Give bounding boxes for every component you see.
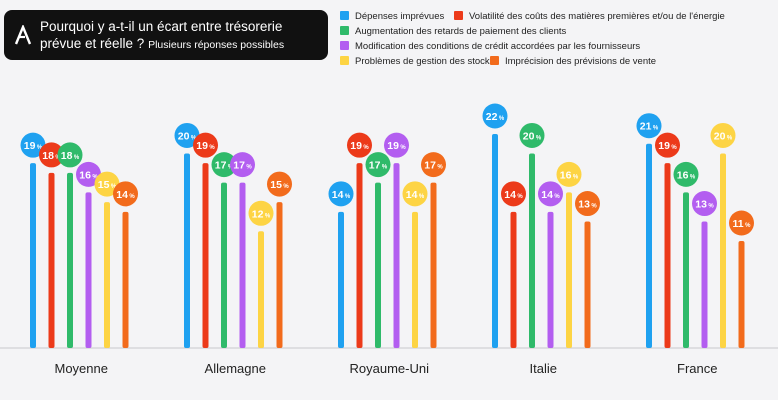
chart-title: Pourquoi y a-t-il un écart entre trésore… [40, 18, 322, 54]
bar [701, 221, 708, 348]
bar [412, 211, 418, 348]
value-bubble [248, 200, 274, 226]
value-bubble [402, 181, 428, 207]
legend-label: Modification des conditions de crédit ac… [355, 41, 641, 52]
value-bubble [519, 122, 545, 148]
value-bubble [20, 132, 46, 158]
category-label: Italie [530, 361, 557, 376]
title-main: Pourquoi y a-t-il un écart entre trésore… [40, 19, 283, 51]
legend-item: Imprécision des prévisions de vente [490, 55, 656, 68]
value-bubble [538, 181, 563, 207]
bar [529, 153, 535, 348]
value-bubble [76, 161, 101, 187]
value-bubble [501, 181, 526, 207]
value-bubble [575, 191, 600, 217]
legend-item: Augmentation des retards de paiement des… [340, 25, 566, 38]
value-bubble [211, 152, 237, 178]
legend-label: Problèmes de gestion des stocks [355, 56, 495, 67]
value-bubble [267, 171, 292, 197]
bar [430, 182, 437, 348]
value-bubble [328, 181, 354, 207]
value-bubble [384, 132, 409, 158]
category-label: France [677, 361, 717, 376]
value-bubble [174, 122, 200, 148]
value-bubble [636, 113, 662, 139]
bar [276, 202, 283, 348]
category-labels: Moyenne Allemagne Royaume-Uni Italie France [55, 361, 718, 376]
bar [258, 231, 264, 348]
bar [646, 143, 652, 348]
bar [356, 163, 363, 348]
title-subtitle: Plusieurs réponses possibles [148, 39, 285, 51]
value-bubble [57, 142, 83, 168]
legend-swatch [340, 26, 349, 35]
bar [85, 192, 92, 348]
bar [338, 211, 344, 348]
legend-item: Problèmes de gestion des stocks [340, 55, 494, 68]
value-bubble [556, 161, 582, 187]
legend-swatch [490, 56, 499, 65]
value-bubble [655, 132, 680, 158]
legend-item: Volatilité des coûts des matières premiè… [454, 10, 725, 23]
legend-swatch [454, 11, 463, 20]
bar [510, 211, 517, 348]
value-bubble [347, 132, 372, 158]
category-label: Royaume-Uni [350, 361, 430, 376]
value-bubble [39, 142, 64, 168]
bar [221, 182, 227, 348]
legend-item: Modification des conditions de crédit ac… [340, 40, 640, 53]
category-label: Allemagne [205, 361, 266, 376]
value-bubble [193, 132, 218, 158]
bar [375, 182, 381, 348]
bar [30, 163, 36, 348]
bar [492, 134, 498, 348]
logo-icon [14, 25, 32, 45]
bar [664, 163, 671, 348]
legend-swatch [340, 11, 349, 20]
bar [184, 153, 190, 348]
legend-label: Imprécision des prévisions de vente [505, 56, 657, 67]
title-box: Pourquoi y a-t-il un écart entre trésore… [4, 10, 328, 60]
legend-swatch [340, 41, 349, 50]
value-bubble [113, 181, 138, 207]
legend: Dépenses imprévues Volatilité des coûts d… [340, 10, 776, 70]
bar [239, 182, 246, 348]
legend-label: Volatilité des coûts des matières premiè… [469, 11, 725, 22]
value-bubble [692, 191, 717, 217]
value-bubble [365, 152, 391, 178]
legend-item: Dépenses imprévues [340, 10, 444, 23]
legend-swatch [340, 56, 349, 65]
bar [393, 163, 400, 348]
bar [738, 241, 745, 348]
bar [683, 192, 689, 348]
bar [584, 221, 591, 348]
bars-group: 19%18%18%16%15%14%20%19%17%17%12%15%14%1… [20, 103, 754, 348]
bar [720, 153, 726, 348]
bar [566, 192, 572, 348]
bar [547, 211, 554, 348]
bar [104, 202, 110, 348]
legend-label: Augmentation des retards de paiement des… [355, 26, 567, 37]
value-bubble [729, 210, 754, 236]
value-bubble [230, 152, 255, 178]
bar [48, 172, 55, 348]
bar [122, 211, 129, 348]
category-label: Moyenne [55, 361, 108, 376]
value-bubble [94, 171, 120, 197]
value-bubble [673, 161, 699, 187]
legend-label: Dépenses imprévues [355, 11, 445, 22]
bar [67, 172, 73, 348]
value-bubble [421, 152, 446, 178]
value-bubble [482, 103, 508, 129]
value-bubble [710, 122, 736, 148]
bar [202, 163, 209, 348]
